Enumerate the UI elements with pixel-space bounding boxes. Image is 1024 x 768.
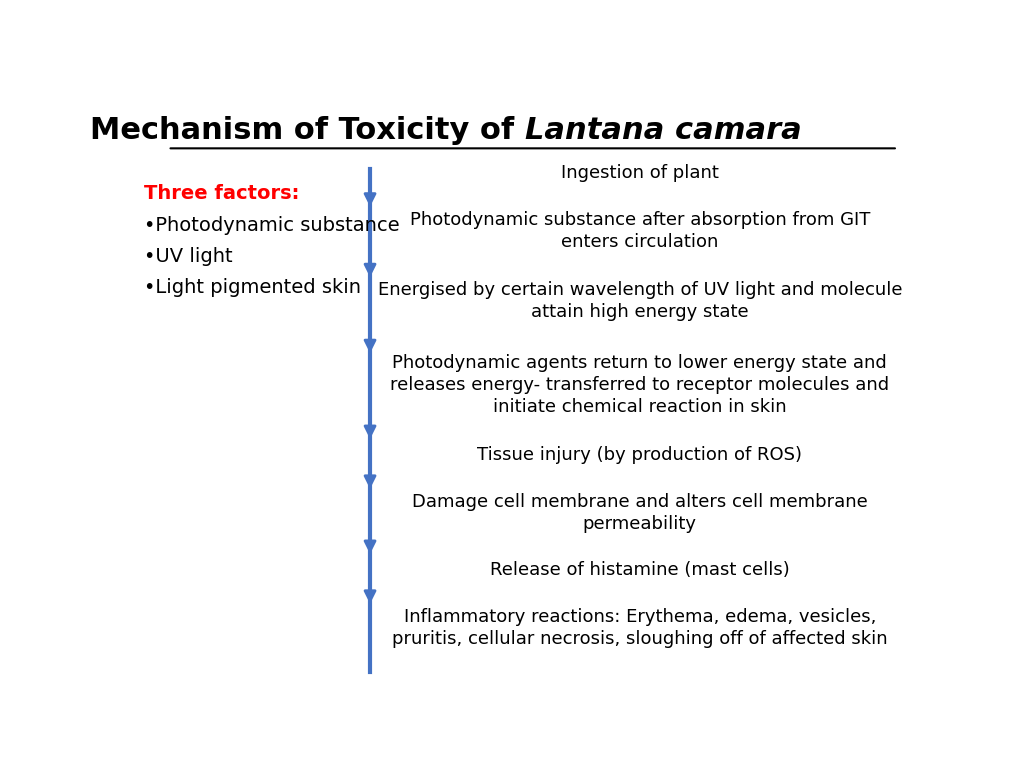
Text: Damage cell membrane and alters cell membrane
permeability: Damage cell membrane and alters cell mem… xyxy=(412,493,867,533)
Text: Mechanism of Toxicity of: Mechanism of Toxicity of xyxy=(90,116,524,145)
Text: Ingestion of plant: Ingestion of plant xyxy=(561,164,719,182)
Text: •Light pigmented skin: •Light pigmented skin xyxy=(143,278,360,297)
Text: Tissue injury (by production of ROS): Tissue injury (by production of ROS) xyxy=(477,446,803,465)
Text: Energised by certain wavelength of UV light and molecule
attain high energy stat: Energised by certain wavelength of UV li… xyxy=(378,281,902,321)
Text: Release of histamine (mast cells): Release of histamine (mast cells) xyxy=(490,561,790,579)
Text: Three factors:: Three factors: xyxy=(143,184,299,203)
Text: Inflammatory reactions: Erythema, edema, vesicles,
pruritis, cellular necrosis, : Inflammatory reactions: Erythema, edema,… xyxy=(392,607,888,648)
Text: •UV light: •UV light xyxy=(143,247,232,266)
Text: Lantana camara: Lantana camara xyxy=(524,116,802,145)
Text: Photodynamic substance after absorption from GIT
enters circulation: Photodynamic substance after absorption … xyxy=(410,210,870,251)
Text: Photodynamic agents return to lower energy state and
releases energy- transferre: Photodynamic agents return to lower ener… xyxy=(390,353,890,416)
Text: •Photodynamic substance: •Photodynamic substance xyxy=(143,217,399,235)
